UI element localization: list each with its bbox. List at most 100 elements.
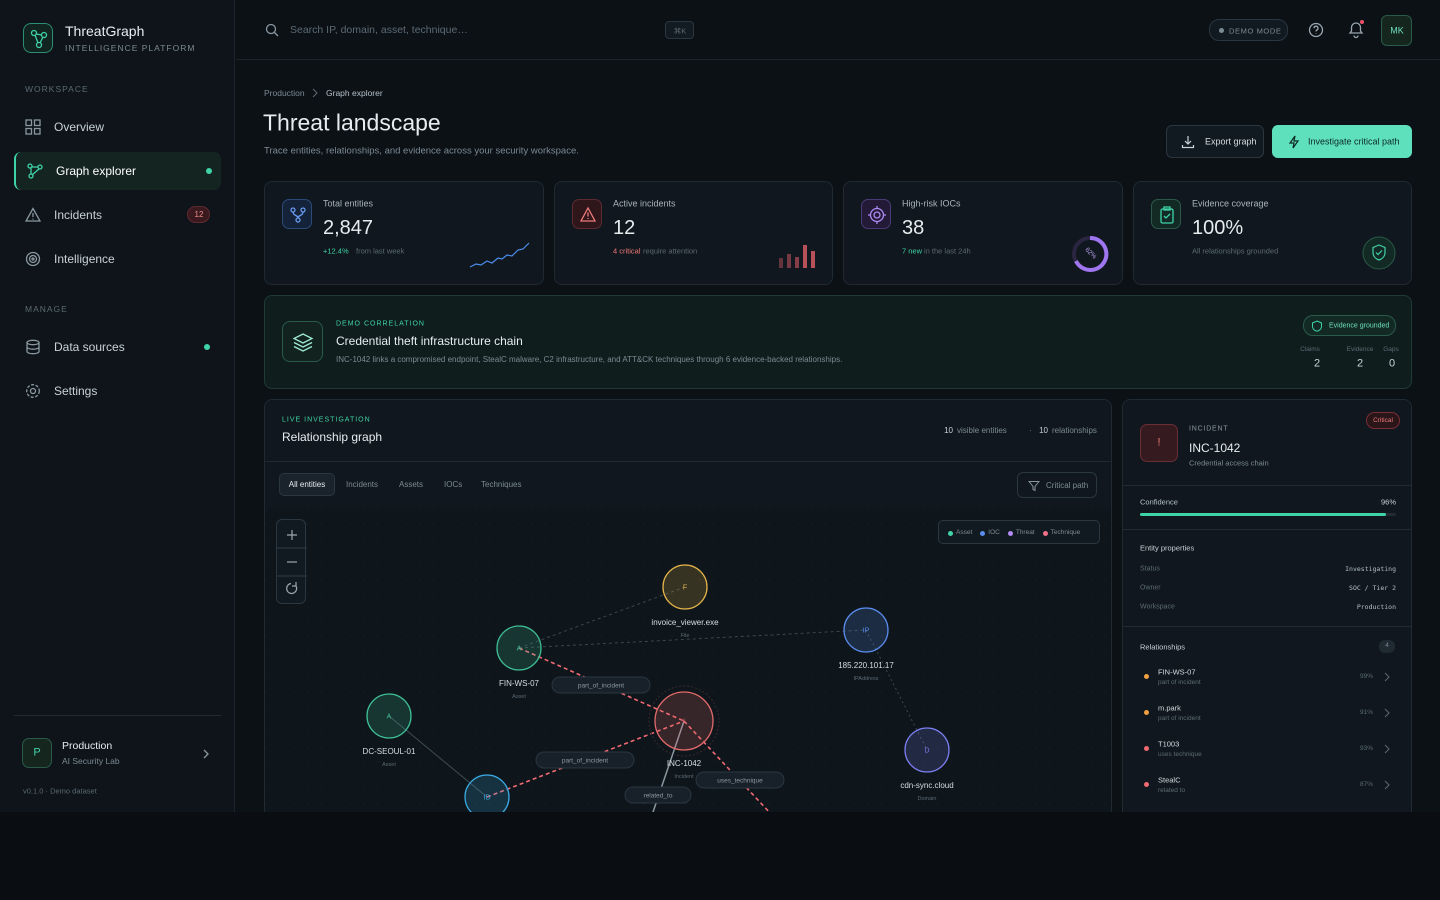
nav-label: Overview <box>54 120 105 134</box>
legend-swatch <box>948 531 953 536</box>
avatar-letter: P <box>33 746 41 759</box>
relationship-dot <box>1144 782 1149 787</box>
node-label: 185.220.101.17 <box>838 661 894 670</box>
nav-item[interactable]: Incidents 12 <box>14 196 221 234</box>
stat-delta: +12.4% <box>323 246 349 256</box>
relationship-row[interactable]: m.park part of incident 91% <box>1123 698 1411 728</box>
notifications-button[interactable] <box>1346 19 1366 39</box>
brand-name: ThreatGraph <box>65 23 145 39</box>
version: v0.1.0 · Demo dataset <box>23 786 97 796</box>
export-button[interactable]: Export graph <box>1166 125 1264 158</box>
nav-label: Graph explorer <box>56 164 137 178</box>
relationship-row[interactable]: T1003 uses technique 93% <box>1123 734 1411 764</box>
property-key: Workspace <box>1140 603 1175 611</box>
nav-item[interactable]: Data sources <box>14 328 221 366</box>
brand-tagline: INTELLIGENCE PLATFORM <box>65 42 196 53</box>
nav-badge: 12 <box>194 210 204 219</box>
legend-label: Threat <box>1015 528 1035 536</box>
metric-label: Claims <box>1300 345 1320 353</box>
mini-bars <box>779 245 815 268</box>
relationship-score: 91% <box>1359 708 1373 716</box>
confidence-track <box>1140 513 1396 516</box>
relationship-dot <box>1144 746 1149 751</box>
chevron <box>1384 744 1390 754</box>
relationship-dot <box>1144 710 1149 715</box>
relationship-name: StealC <box>1158 775 1181 785</box>
chevron-path <box>1384 708 1390 718</box>
nav-label: Intelligence <box>54 252 115 266</box>
tab-label: All entities <box>288 480 326 489</box>
nav-item[interactable]: Settings <box>14 372 221 410</box>
critical-path-filter[interactable]: Critical path <box>1017 472 1097 498</box>
relationship-type: part of incident <box>1158 678 1201 686</box>
node-label: FIN-WS-07 <box>499 679 540 688</box>
banner-description: INC-1042 links a compromised endpoint, S… <box>336 355 843 364</box>
eyebrow: LIVE INVESTIGATION <box>282 416 371 424</box>
filter-label: Critical path <box>1046 481 1089 490</box>
chevron <box>1384 708 1390 718</box>
legend-label: Technique <box>1050 528 1081 536</box>
node-icon: ! <box>683 719 685 726</box>
search-input[interactable]: Search IP, domain, asset, technique… <box>290 23 468 36</box>
status-dot <box>206 168 212 174</box>
shield-badge <box>1362 236 1396 270</box>
workspace-name[interactable]: Production <box>62 739 113 752</box>
edge-label: part_of_incident <box>562 758 608 765</box>
stat-value: 100% <box>1192 217 1244 239</box>
stat-label: High-risk IOCs <box>902 198 961 209</box>
stat-value: 12 <box>613 217 636 239</box>
tab[interactable]: IOCs <box>444 480 463 489</box>
tab[interactable]: Techniques <box>481 480 522 489</box>
node-type: File <box>681 633 690 639</box>
node-label: invoice_viewer.exe <box>651 618 719 627</box>
metric-value: 0 <box>1388 357 1396 370</box>
badge-label: Evidence grounded <box>1329 322 1390 330</box>
nav-item[interactable]: Intelligence <box>14 240 221 278</box>
search-icon <box>265 23 279 37</box>
node-label: cdn-sync.cloud <box>900 781 953 790</box>
stat-card: Active incidents 12 4 critical require a… <box>554 181 833 285</box>
relationship-score: 93% <box>1359 744 1373 752</box>
edge <box>518 629 867 649</box>
chevron-path <box>1384 672 1390 682</box>
nav-item[interactable]: Overview <box>14 108 221 146</box>
eyebrow: DEMO CORRELATION <box>336 320 425 328</box>
legend-label: Asset <box>956 528 973 536</box>
user-avatar[interactable]: MK <box>1381 15 1412 46</box>
node <box>662 564 708 610</box>
node-type: IPAddress <box>854 676 879 682</box>
stat-value: 2,847 <box>323 217 374 239</box>
tab[interactable]: Assets <box>399 480 424 489</box>
investigate-button[interactable]: Investigate critical path <box>1272 125 1412 158</box>
stat-label: Active incidents <box>613 198 676 209</box>
chevron <box>1384 780 1390 790</box>
relationship-row[interactable]: FIN-WS-07 part of incident 99% <box>1123 662 1411 692</box>
stat-label: Total entities <box>323 198 374 209</box>
help-button[interactable] <box>1308 22 1324 38</box>
relationship-count: 10 <box>1039 426 1048 435</box>
button-label: Export graph <box>1205 136 1257 147</box>
severity-label: Critical <box>1373 416 1393 424</box>
breadcrumb[interactable]: Production <box>264 87 305 98</box>
node <box>654 691 714 751</box>
legend-swatch <box>980 531 986 536</box>
severity-badge: Critical <box>1366 412 1400 429</box>
relationship-type: part of incident <box>1158 714 1201 722</box>
relationship-row[interactable]: StealC related to 87% <box>1123 770 1411 800</box>
legend-swatch <box>1007 531 1013 536</box>
shortcut: ⌘K <box>673 26 687 36</box>
mode-pill: DEMO MODE <box>1209 19 1288 41</box>
property-value: Production <box>1356 602 1396 611</box>
relationship-name: T1003 <box>1158 739 1180 749</box>
relationship-count: 4 <box>1385 641 1389 649</box>
tab-active[interactable]: All entities <box>279 473 335 496</box>
nav-item-active[interactable]: Graph explorer <box>14 152 221 190</box>
section-title: Relationships <box>1140 642 1186 652</box>
nav-label: Incidents <box>54 208 103 222</box>
relationship-score: 87% <box>1359 780 1373 788</box>
graph-legend: Asset IOC Threat Technique <box>938 520 1100 544</box>
tab[interactable]: Incidents <box>346 480 379 489</box>
entity-count: 10 <box>944 426 953 435</box>
app: ThreatGraph INTELLIGENCE PLATFORM WORKSP… <box>14 0 1440 812</box>
